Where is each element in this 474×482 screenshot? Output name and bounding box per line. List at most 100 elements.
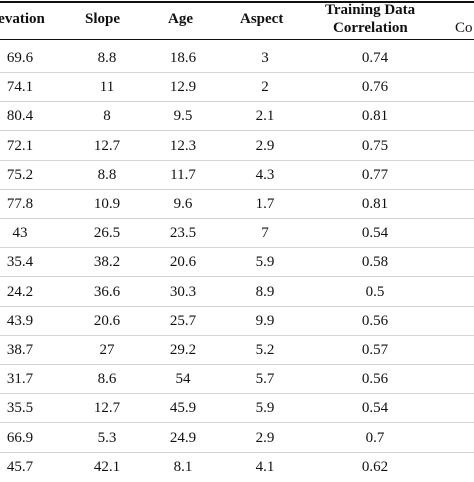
cell-age: 11.7: [170, 166, 196, 183]
cell-elevation: 69.6: [6, 50, 34, 66]
cell-slope: 36.6: [93, 283, 121, 300]
cell-training-correlation: 0.54: [361, 225, 389, 242]
cell-elevation: 74.1: [6, 79, 34, 96]
cell-aspect: 3: [261, 50, 269, 66]
cell-aspect: 9.9: [255, 312, 275, 329]
header-age: Age: [168, 11, 193, 27]
cell-training-correlation: 0.58: [361, 254, 389, 271]
cell-aspect: 5.9: [255, 400, 275, 417]
cell-age: 45.9: [169, 400, 197, 417]
row-divider: [0, 159, 474, 161]
cell-slope: 8.6: [97, 371, 117, 388]
cell-training-correlation: 0.56: [361, 312, 389, 329]
cell-aspect: 8.9: [255, 283, 275, 300]
cell-age: 23.5: [169, 225, 197, 242]
cell-training-correlation: 0.81: [361, 196, 389, 212]
cell-elevation: 35.4: [6, 254, 34, 271]
row-divider: [0, 305, 474, 307]
header-elevation: levation: [0, 11, 45, 27]
cell-elevation: 77.8: [6, 196, 34, 212]
cell-age: 12.3: [169, 137, 197, 154]
cell-slope: 8: [103, 108, 111, 125]
cell-training-correlation: 0.75: [361, 137, 389, 154]
table-row: 74.1 11 12.9 2 0.76: [0, 73, 474, 103]
cell-aspect: 2.9: [255, 429, 275, 446]
header-training-line2: Correlation: [333, 20, 408, 36]
cell-slope: 12.7: [93, 137, 121, 154]
row-divider: [0, 422, 474, 424]
cell-aspect: 2.9: [255, 137, 275, 154]
cell-aspect: 5.7: [255, 371, 275, 388]
cell-training-correlation: 0.57: [361, 342, 389, 358]
cell-slope: 8.8: [97, 50, 117, 66]
row-divider: [0, 276, 474, 278]
row-divider: [0, 218, 474, 219]
table-top-rule: [0, 1, 474, 3]
table-row: 31.7 8.6 54 5.7 0.56: [0, 365, 474, 395]
cell-elevation: 75.2: [6, 166, 34, 183]
table-row: 72.1 12.7 12.3 2.9 0.75: [0, 132, 474, 161]
cell-age: 25.7: [169, 312, 197, 329]
cell-elevation: 24.2: [6, 283, 34, 300]
cell-age: 29.2: [169, 342, 197, 358]
cell-training-correlation: 0.74: [361, 50, 389, 66]
cell-slope: 27: [99, 342, 115, 358]
table-row: 43.9 20.6 25.7 9.9 0.56: [0, 307, 474, 336]
cell-aspect: 1.7: [255, 196, 275, 212]
cell-training-correlation: 0.62: [361, 458, 389, 475]
table-row: 38.7 27 29.2 5.2 0.57: [0, 336, 474, 365]
row-divider: [0, 393, 474, 395]
table-row: 69.6 8.8 18.6 3 0.74: [0, 44, 474, 73]
cell-aspect: 2: [261, 79, 269, 96]
cell-elevation: 80.4: [6, 108, 34, 125]
cell-age: 30.3: [169, 283, 197, 300]
header-cut-column: Co: [455, 20, 473, 36]
cell-age: 54: [175, 371, 191, 388]
table-row: 80.4 8 9.5 2.1 0.81: [0, 102, 474, 132]
cell-training-correlation: 0.56: [361, 371, 389, 388]
cell-age: 18.6: [169, 50, 197, 66]
cell-training-correlation: 0.5: [365, 283, 385, 300]
table-row: 45.7 42.1 8.1 4.1 0.62: [0, 453, 474, 482]
cell-training-correlation: 0.54: [361, 400, 389, 417]
cell-training-correlation: 0.77: [361, 166, 389, 183]
row-divider: [0, 72, 474, 73]
cell-aspect: 2.1: [255, 108, 275, 125]
header-bottom-rule: [0, 39, 474, 40]
cell-aspect: 5.9: [255, 254, 275, 271]
table-row: 77.8 10.9 9.6 1.7 0.81: [0, 190, 474, 219]
row-divider: [0, 188, 474, 190]
row-divider: [0, 130, 474, 132]
table-row: 35.5 12.7 45.9 5.9 0.54: [0, 394, 474, 424]
row-divider: [0, 364, 474, 365]
table-row: 75.2 8.8 11.7 4.3 0.77: [0, 161, 474, 190]
cell-slope: 12.7: [93, 400, 121, 417]
header-training-line1: Training Data: [325, 2, 416, 18]
cell-age: 9.5: [173, 108, 193, 125]
cell-slope: 8.8: [97, 166, 117, 183]
row-divider: [0, 247, 474, 249]
cell-aspect: 4.3: [255, 166, 275, 183]
table-row: 66.9 5.3 24.9 2.9 0.7: [0, 424, 474, 453]
header-aspect: Aspect: [240, 11, 284, 27]
cell-slope: 26.5: [93, 225, 121, 242]
cell-age: 20.6: [169, 254, 197, 271]
cell-aspect: 5.2: [255, 342, 275, 358]
cell-slope: 42.1: [93, 458, 121, 475]
cell-elevation: 72.1: [6, 137, 34, 154]
row-divider: [0, 451, 474, 453]
cell-slope: 38.2: [93, 254, 121, 271]
table-row: 43 26.5 23.5 7 0.54: [0, 219, 474, 249]
table-row: 35.4 38.2 20.6 5.9 0.58: [0, 248, 474, 278]
cell-slope: 10.9: [93, 196, 121, 212]
row-divider: [0, 334, 474, 336]
cell-elevation: 31.7: [6, 371, 34, 388]
cell-aspect: 4.1: [255, 458, 275, 475]
cell-slope: 20.6: [93, 312, 121, 329]
cell-elevation: 43: [12, 225, 28, 242]
cell-slope: 11: [99, 79, 115, 96]
cell-training-correlation: 0.81: [361, 108, 389, 125]
cell-age: 9.6: [173, 196, 193, 212]
cell-age: 12.9: [169, 79, 197, 96]
